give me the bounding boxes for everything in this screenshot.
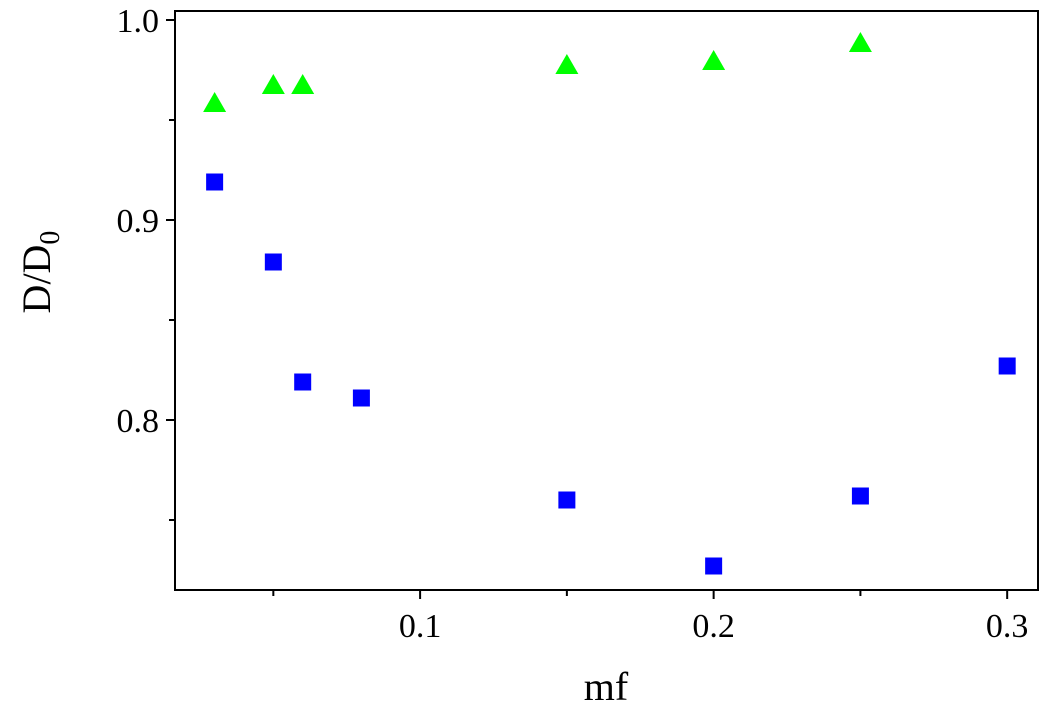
y-tick-label: 1.0: [117, 3, 160, 40]
triangle-point: [203, 92, 227, 112]
data-points: [203, 32, 1016, 575]
square-point: [851, 487, 869, 505]
square-point: [705, 557, 723, 575]
y-axis-title-subscript: 0: [35, 231, 66, 245]
square-point: [264, 253, 282, 271]
square-point: [352, 389, 370, 407]
y-tick-label: 0.9: [117, 203, 160, 240]
y-axis-title-main: D/D: [14, 245, 59, 314]
x-axis-title: mf: [584, 664, 629, 707]
triangle-point: [261, 74, 285, 94]
x-tick-label: 0.1: [399, 608, 442, 645]
triangle-point: [848, 32, 872, 52]
triangle-point: [291, 74, 315, 94]
square-point: [206, 173, 224, 191]
y-axis-ticks: 0.8 0.9 1.0: [117, 3, 175, 521]
plot-frame: [174, 10, 1039, 591]
square-point: [294, 373, 312, 391]
y-tick-label: 0.8: [117, 403, 160, 440]
triangle-point: [702, 50, 726, 70]
x-tick-label: 0.3: [986, 608, 1029, 645]
x-tick-label: 0.2: [692, 608, 735, 645]
triangle-point: [555, 54, 579, 74]
x-axis-ticks: 0.1 0.2 0.3: [272, 590, 1029, 645]
y-axis-title: D/D0: [14, 231, 66, 314]
square-point: [558, 491, 576, 509]
square-point: [998, 357, 1016, 375]
